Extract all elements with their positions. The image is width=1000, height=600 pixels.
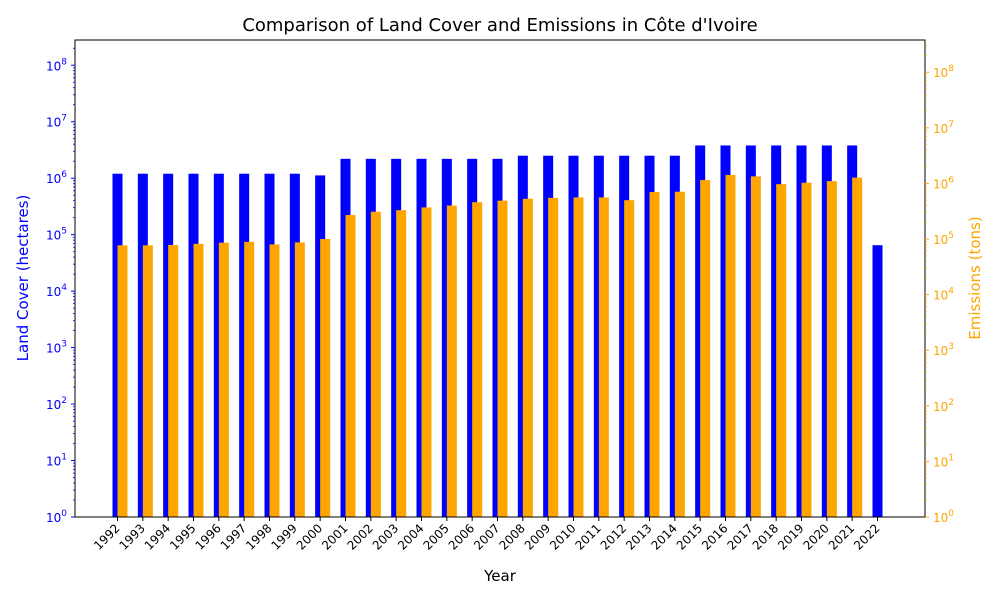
- y-tick-label: 108: [933, 64, 954, 80]
- bar-emissions: [117, 245, 128, 517]
- x-tick-label: 2007: [471, 521, 502, 552]
- x-tick-label: 2008: [496, 521, 527, 552]
- y-tick-label: 103: [933, 342, 954, 358]
- bar-emissions: [522, 198, 533, 517]
- x-tick-label: 1997: [218, 521, 249, 552]
- bar-emissions: [244, 241, 255, 518]
- x-tick-label: 2013: [623, 521, 654, 552]
- y-tick-label: 101: [46, 453, 67, 469]
- bar-emissions: [624, 200, 635, 517]
- bar-emissions: [472, 202, 483, 517]
- x-tick-label: 2021: [826, 521, 857, 552]
- y-axis-left: 100 101 102 103 104 105 106 107 108: [46, 47, 75, 525]
- y-tick-label: 108: [46, 57, 67, 73]
- x-tick-label: 2014: [648, 521, 679, 552]
- bar-emissions: [649, 192, 660, 517]
- x-tick-label: 2017: [724, 521, 755, 552]
- x-tick-label: 1993: [116, 521, 147, 552]
- y-tick-label: 100: [933, 509, 954, 525]
- y-tick-label: 103: [46, 340, 67, 356]
- bar-land-cover: [872, 245, 883, 517]
- x-tick-label: 2002: [344, 521, 375, 552]
- x-axis-label: Year: [483, 567, 517, 585]
- bar-emissions: [674, 191, 685, 517]
- y-axis-right-label: Emissions (tons): [966, 216, 984, 339]
- chart-title: Comparison of Land Cover and Emissions i…: [242, 15, 757, 36]
- y-tick-label: 102: [933, 398, 954, 414]
- bar-emissions: [320, 239, 331, 517]
- y-tick-label: 104: [46, 283, 67, 299]
- x-tick-label: 2022: [851, 521, 882, 552]
- bar-emissions: [750, 176, 761, 518]
- bar-emissions: [700, 180, 711, 518]
- x-tick-label: 1992: [91, 521, 122, 552]
- bar-emissions: [193, 243, 204, 517]
- x-tick-label: 1995: [167, 521, 198, 552]
- bar-emissions: [801, 182, 812, 517]
- y-tick-label: 101: [933, 453, 954, 469]
- y-tick-label: 105: [933, 231, 954, 247]
- x-tick-label: 2018: [750, 521, 781, 552]
- bars-layer: [112, 145, 883, 518]
- bar-emissions: [421, 207, 432, 517]
- x-tick-label: 2015: [674, 521, 705, 552]
- y-tick-label: 102: [46, 396, 67, 412]
- bar-emissions: [548, 197, 559, 517]
- y-tick-label: 105: [46, 227, 67, 243]
- x-tick-label: 2020: [800, 521, 831, 552]
- y-axis-right: 100 101 102 103 104 105 106 107 108: [925, 45, 954, 525]
- bar-emissions: [294, 242, 305, 518]
- bar-emissions: [497, 200, 508, 517]
- bar-emissions: [446, 205, 457, 517]
- x-tick-label: 1999: [268, 521, 299, 552]
- y-tick-label: 107: [46, 114, 67, 130]
- x-tick-label: 2004: [395, 521, 426, 552]
- x-tick-label: 1998: [243, 521, 274, 552]
- bar-emissions: [725, 174, 736, 517]
- bar-emissions: [776, 184, 787, 517]
- x-tick-label: 2005: [420, 521, 451, 552]
- y-tick-label: 100: [46, 509, 67, 525]
- bar-emissions: [269, 244, 280, 517]
- bar-emissions: [598, 197, 609, 517]
- x-tick-label: 2011: [572, 521, 603, 552]
- y-tick-label: 104: [933, 287, 954, 303]
- bar-emissions: [168, 245, 179, 517]
- x-tick-label: 1996: [192, 521, 223, 552]
- x-tick-label: 2006: [446, 521, 477, 552]
- y-tick-label: 106: [46, 170, 67, 186]
- x-tick-label: 2003: [370, 521, 401, 552]
- bar-emissions: [218, 242, 229, 517]
- x-tick-label: 2019: [775, 521, 806, 552]
- x-tick-label: 2000: [294, 521, 325, 552]
- bar-emissions: [573, 197, 584, 517]
- x-tick-label: 2001: [319, 521, 350, 552]
- x-axis: 1992199319941995199619971998199920002001…: [91, 517, 883, 553]
- x-tick-label: 2010: [547, 521, 578, 552]
- bar-emissions: [396, 210, 407, 517]
- y-axis-left-label: Land Cover (hectares): [14, 195, 32, 362]
- x-tick-label: 2012: [598, 521, 629, 552]
- plot-frame: [74, 39, 926, 518]
- bar-emissions: [370, 211, 381, 517]
- bar-emissions: [826, 181, 837, 517]
- y-tick-label: 106: [933, 175, 954, 191]
- bar-emissions: [345, 215, 356, 517]
- x-tick-label: 2016: [699, 521, 730, 552]
- x-tick-label: 2009: [522, 521, 553, 552]
- x-tick-label: 1994: [142, 521, 173, 552]
- bar-emissions: [142, 245, 153, 517]
- bar-emissions: [852, 177, 863, 517]
- y-tick-label: 107: [933, 120, 954, 136]
